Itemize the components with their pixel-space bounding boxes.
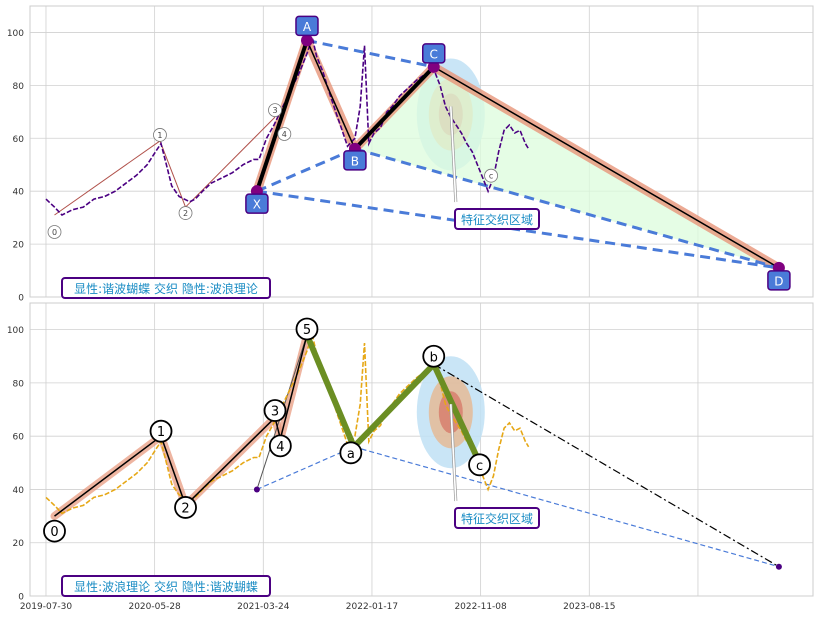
harmonic-dashed-line xyxy=(256,147,356,193)
pattern-label-box xyxy=(767,270,791,291)
hidden-dashed-line xyxy=(256,446,355,491)
legend-box xyxy=(61,277,271,299)
wave-point-circle xyxy=(268,434,292,458)
x-tick-label: 2020-05-28 xyxy=(128,602,181,612)
pattern-label-A: A xyxy=(303,20,312,34)
x-tick-label: 2023-08-15 xyxy=(563,602,615,612)
pattern-label-D: D xyxy=(774,274,783,288)
y-tick-label: 80 xyxy=(13,82,25,92)
cd-triangle xyxy=(354,66,779,268)
wave-thin-line xyxy=(159,140,187,208)
wave-label-circle xyxy=(484,168,498,183)
plot-frame xyxy=(29,302,814,597)
wave-label-3: 3 xyxy=(272,106,277,115)
annotation-box xyxy=(454,208,540,230)
harmonic-dashed-line xyxy=(354,147,780,270)
wave-label-circle xyxy=(277,127,292,141)
wave-point-circle xyxy=(339,441,363,465)
annotation-arrow xyxy=(449,404,457,502)
wave-thin-line xyxy=(54,140,161,216)
wave-label-circle xyxy=(47,225,62,239)
y-tick-label: 0 xyxy=(18,593,24,603)
y-tick-label: 20 xyxy=(13,241,25,251)
y-tick-label: 100 xyxy=(7,326,24,336)
price-series-line xyxy=(45,34,530,216)
y-tick-label: 20 xyxy=(13,539,25,549)
wave-point-label-1: 1 xyxy=(157,425,165,440)
impulse-line xyxy=(160,435,187,506)
leg-heavy xyxy=(353,65,436,151)
wave-point-label-a: a xyxy=(347,447,355,462)
legend-text: 显性:谐波蝴蝶 交织 隐性:波浪理论 xyxy=(74,281,258,296)
wave-point-label-0: 0 xyxy=(50,525,58,540)
pattern-label-box xyxy=(245,193,269,214)
x-tick-label: 2019-07-30 xyxy=(20,602,73,612)
impulse-line xyxy=(279,334,308,440)
hidden-dashed-line xyxy=(353,446,780,568)
pattern-label-box xyxy=(343,150,367,171)
annotation-box xyxy=(454,507,540,529)
wave-point-circle xyxy=(43,519,66,543)
annotation-text: 特征交织区域 xyxy=(461,212,533,227)
correction-line xyxy=(304,333,483,465)
leg-thin xyxy=(433,66,780,269)
legend-text: 显性:波浪理论 交织 隐性:谐波蝴蝶 xyxy=(74,579,258,594)
pattern-point-marker xyxy=(300,34,313,47)
y-tick-label: 40 xyxy=(13,188,25,198)
hidden-point-marker xyxy=(775,563,782,570)
x-tick-label: 2021-03-24 xyxy=(237,602,290,612)
pattern-point-marker xyxy=(427,60,440,73)
wave-label-2: 2 xyxy=(183,209,188,218)
pattern-label-X: X xyxy=(253,198,261,212)
x-tick-label: 2022-01-17 xyxy=(346,602,398,612)
wave-point-label-c: c xyxy=(476,459,483,474)
y-tick-label: 0 xyxy=(18,294,24,304)
wave-label-0: 0 xyxy=(52,228,57,237)
y-tick-label: 40 xyxy=(13,486,25,496)
wave-label-1: 1 xyxy=(157,131,162,140)
y-tick-label: 80 xyxy=(13,379,25,389)
leg-heavy xyxy=(255,39,309,192)
wave-point-circle xyxy=(295,317,319,341)
pattern-label-box xyxy=(295,15,319,37)
wave-point-circle xyxy=(149,419,173,443)
wave-point-label-2: 2 xyxy=(181,501,189,516)
y-tick-label: 60 xyxy=(13,135,25,145)
wave-point-label-3: 3 xyxy=(271,405,279,420)
y-tick-label: 60 xyxy=(13,433,25,443)
x-tick-label: 2022-11-08 xyxy=(454,602,507,612)
wave-point-label-5: 5 xyxy=(303,323,311,338)
pattern-label-C: C xyxy=(430,47,438,61)
harmonic-dashed-line xyxy=(306,38,435,69)
wave-point-label-4: 4 xyxy=(276,440,284,455)
wave-label-c: c xyxy=(489,172,493,181)
pattern-label-box xyxy=(422,43,446,64)
wave-point-circle xyxy=(263,399,287,422)
impulse-line xyxy=(185,417,276,506)
y-tick-label: 100 xyxy=(7,29,24,39)
impulse-line xyxy=(54,435,162,517)
wave-label-circle xyxy=(153,128,167,142)
legend-box xyxy=(61,575,271,597)
hidden-point-marker xyxy=(253,486,260,493)
wave-point-circle xyxy=(422,344,446,368)
wave-thin-line xyxy=(185,116,276,208)
annotation-text: 特征交织区域 xyxy=(461,511,533,526)
wave-label-circle xyxy=(178,206,193,220)
wave-point-label-b: b xyxy=(430,350,438,365)
hidden-dashdot-line xyxy=(433,363,780,568)
wave-label-circle xyxy=(268,103,282,118)
wave-label-4: 4 xyxy=(282,130,287,139)
wave-point-circle xyxy=(174,496,197,519)
pattern-label-B: B xyxy=(351,154,359,168)
annotation-arrow xyxy=(449,106,457,203)
leg-thin xyxy=(306,40,356,150)
wave-point-circle xyxy=(468,453,491,477)
